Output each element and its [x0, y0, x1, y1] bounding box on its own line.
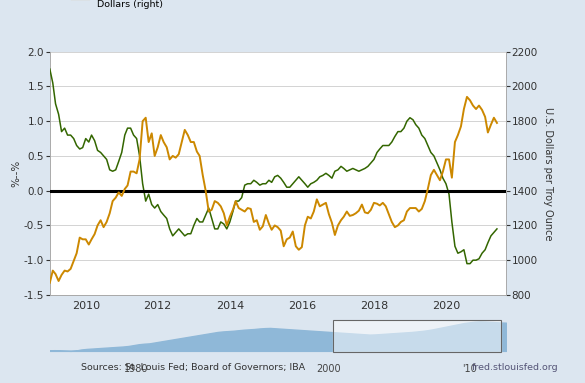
- Text: 2010: 2010: [72, 301, 100, 311]
- Text: Sources: St. Louis Fed; Board of Governors; IBA: Sources: St. Louis Fed; Board of Governo…: [81, 363, 305, 372]
- Text: 2016: 2016: [288, 301, 316, 311]
- Y-axis label: U.S. Dollars per Troy Ounce: U.S. Dollars per Troy Ounce: [543, 106, 553, 240]
- Text: 2012: 2012: [143, 301, 172, 311]
- Bar: [333, 320, 501, 352]
- Text: 1980: 1980: [124, 364, 149, 374]
- Text: 2014: 2014: [216, 301, 244, 311]
- Text: 2020: 2020: [432, 301, 460, 311]
- Text: fred.stlouisfed.org: fred.stlouisfed.org: [472, 363, 558, 372]
- Y-axis label: %--%: %--%: [11, 160, 21, 187]
- Bar: [333, 320, 501, 352]
- Text: 2000: 2000: [316, 364, 340, 374]
- Legend: 10-Year Treasury Constant Maturity Rate-10-Year Breakeven Inflation Rate (left),: 10-Year Treasury Constant Maturity Rate-…: [72, 0, 479, 9]
- Text: '10: '10: [462, 364, 477, 374]
- Text: 2018: 2018: [360, 301, 388, 311]
